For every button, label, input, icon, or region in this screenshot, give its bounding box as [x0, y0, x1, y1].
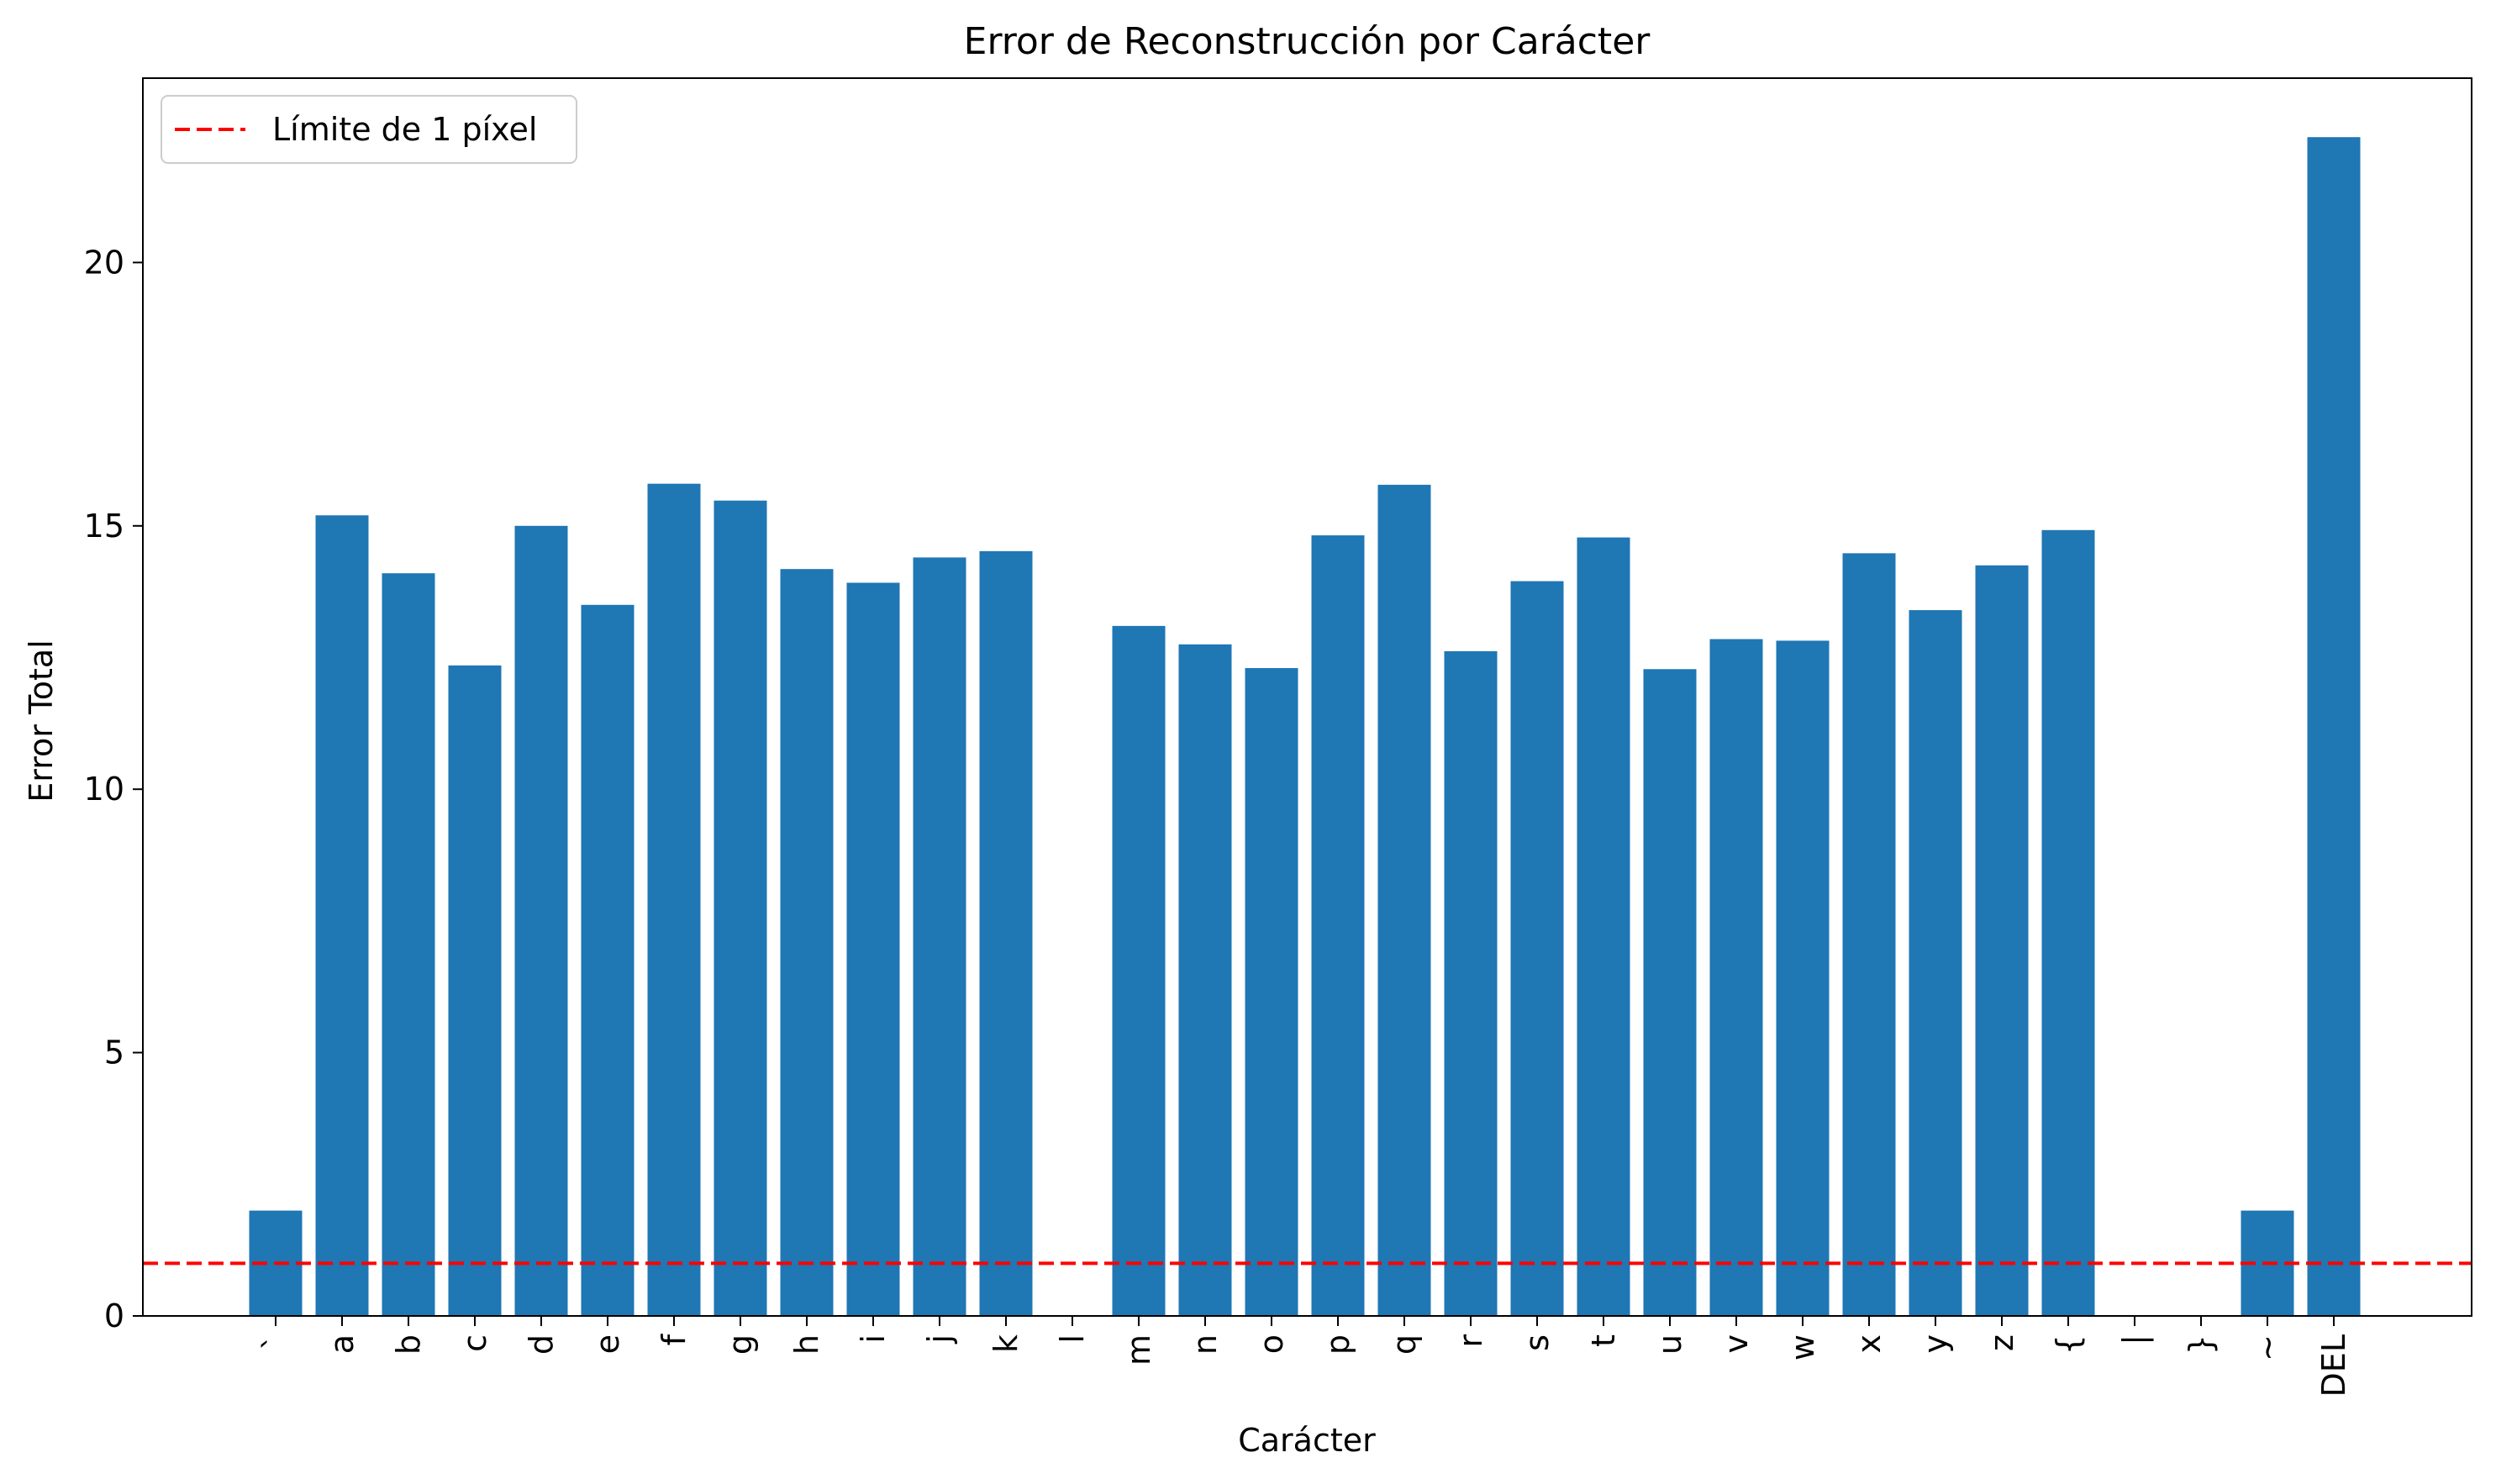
x-tick-label: c — [456, 1334, 493, 1352]
x-ticks-group: ` a b c d e f g h i j k l m n o p q r s t u v w x y z { |} ~ DEL — [257, 1316, 2352, 1397]
bar-25 — [1909, 610, 1962, 1316]
x-tick-label: | — [2116, 1334, 2154, 1345]
bar-3 — [448, 665, 502, 1316]
bar-8 — [780, 569, 834, 1316]
bar-9 — [846, 582, 900, 1316]
x-tick-label: w — [1784, 1334, 1821, 1360]
x-tick-label: r — [1452, 1334, 1489, 1348]
x-axis-label: Carácter — [1238, 1422, 1376, 1459]
x-tick-label: t — [1585, 1334, 1622, 1347]
x-tick-label: k — [987, 1334, 1024, 1353]
bar-21 — [1643, 669, 1697, 1316]
x-tick-label: f — [656, 1333, 692, 1345]
y-axis-label: Error Total — [23, 639, 60, 802]
x-tick-label: q — [1386, 1334, 1423, 1355]
x-tick-label: y — [1917, 1334, 1954, 1354]
bar-24 — [1842, 553, 1896, 1316]
chart-title: Error de Reconstrucción por Carácter — [964, 20, 1651, 63]
bar-18 — [1444, 650, 1498, 1316]
x-tick-label: { — [2050, 1334, 2087, 1355]
x-tick-label: u — [1651, 1334, 1688, 1355]
bar-7 — [714, 500, 767, 1316]
y-tick-label: 10 — [84, 771, 124, 808]
x-tick-label: z — [1983, 1334, 2020, 1351]
legend-box — [161, 95, 577, 164]
bar-13 — [1112, 625, 1166, 1316]
bar-11 — [979, 550, 1033, 1316]
x-tick-label: p — [1319, 1334, 1356, 1355]
bar-22 — [1709, 639, 1763, 1316]
bar-17 — [1377, 484, 1431, 1316]
legend-label: Límite de 1 píxel — [272, 111, 537, 148]
bars-group — [249, 137, 2361, 1317]
y-tick-label: 5 — [104, 1034, 124, 1071]
bar-5 — [581, 604, 635, 1316]
x-tick-label: o — [1253, 1334, 1290, 1354]
x-tick-label: } — [2183, 1334, 2220, 1355]
y-ticks-group: 0 5 10 15 20 — [84, 244, 143, 1334]
x-tick-label: e — [589, 1334, 626, 1354]
x-tick-label: s — [1519, 1334, 1556, 1351]
bar-4 — [514, 525, 568, 1316]
x-tick-label: ` — [257, 1334, 294, 1350]
y-tick-label: 0 — [104, 1297, 124, 1334]
y-tick-label: 20 — [84, 244, 124, 281]
x-tick-label: g — [722, 1334, 759, 1355]
bar-15 — [1245, 668, 1298, 1316]
bar-23 — [1776, 640, 1830, 1316]
x-tick-label: l — [1054, 1334, 1091, 1344]
x-tick-label: x — [1851, 1334, 1888, 1354]
plot-frame — [142, 77, 2472, 1317]
x-tick-label: v — [1718, 1334, 1755, 1354]
x-tick-label: n — [1187, 1334, 1224, 1355]
legend: Límite de 1 píxel — [161, 95, 577, 164]
bar-1 — [315, 515, 369, 1316]
y-tick-label: 15 — [84, 508, 124, 545]
bar-6 — [647, 483, 701, 1316]
bar-31 — [2307, 137, 2361, 1317]
bar-19 — [1510, 581, 1564, 1316]
x-tick-label: i — [855, 1334, 892, 1344]
bar-16 — [1311, 535, 1365, 1316]
x-tick-label: ~ — [2249, 1334, 2286, 1361]
x-tick-label: b — [390, 1334, 427, 1355]
bar-10 — [913, 557, 966, 1316]
bar-27 — [2041, 529, 2095, 1316]
bar-14 — [1178, 644, 1232, 1316]
bar-26 — [1975, 565, 2029, 1316]
x-tick-label: DEL — [2315, 1334, 2352, 1397]
x-tick-label: d — [523, 1334, 560, 1355]
bar-20 — [1577, 537, 1630, 1316]
x-tick-label: h — [788, 1334, 825, 1355]
x-tick-label: a — [324, 1334, 361, 1354]
bar-2 — [382, 573, 435, 1316]
x-tick-label: j — [921, 1334, 958, 1345]
x-tick-label: m — [1120, 1334, 1157, 1366]
